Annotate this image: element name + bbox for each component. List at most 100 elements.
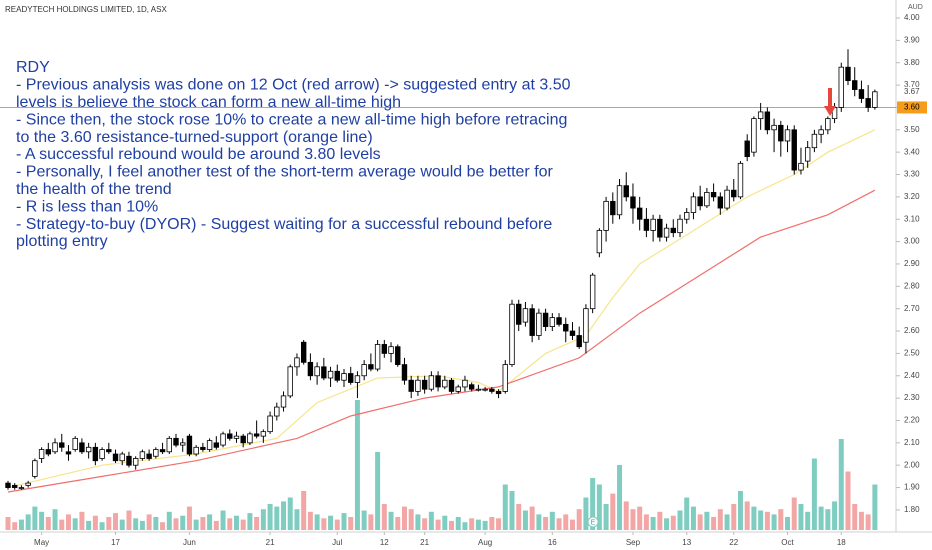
candle-body	[206, 440, 213, 450]
candle-body	[25, 482, 31, 486]
chart-title: READYTECH HOLDINGS LIMITED, 1D, ASX	[5, 5, 167, 14]
volume-bar	[240, 519, 246, 530]
y-tick-label: 3.50	[904, 125, 920, 134]
candle-body	[509, 303, 515, 365]
candle-body	[771, 124, 777, 131]
volume-bar	[563, 514, 569, 530]
candle-body	[630, 196, 636, 209]
volume-bar	[79, 511, 85, 530]
candle-body	[811, 133, 818, 149]
annotation-line: plotting entry	[16, 233, 108, 250]
candle-body	[415, 379, 421, 392]
volume-bar	[146, 514, 152, 530]
candle-body	[247, 433, 253, 444]
candle-body	[542, 312, 549, 327]
candle-body	[173, 437, 179, 446]
volume-bar	[227, 518, 233, 530]
volume-bar	[321, 518, 327, 530]
candle-body	[327, 370, 334, 379]
candle-body	[253, 433, 260, 437]
volume-bar	[180, 515, 186, 530]
candle-body	[166, 437, 172, 453]
volume-bar	[744, 501, 750, 530]
candle-body	[374, 344, 381, 370]
candle-body	[99, 449, 105, 459]
volume-bar	[341, 513, 347, 530]
volume-bar	[549, 511, 555, 530]
annotation-line: - Previous analysis was done on 12 Oct (…	[16, 77, 571, 94]
candle-body	[368, 364, 374, 370]
volume-bar	[301, 491, 307, 530]
volume-bar	[25, 514, 31, 530]
candle-body	[549, 317, 556, 327]
candle-body	[287, 366, 293, 397]
candle-body	[119, 453, 125, 462]
volume-bar	[771, 514, 777, 530]
candle-body	[616, 185, 623, 216]
candle-body	[92, 446, 99, 462]
candle-body	[381, 344, 388, 354]
annotation-line: - A successful rebound would be around 3…	[16, 146, 381, 163]
candle-body	[704, 192, 710, 207]
volume-bar	[522, 510, 528, 530]
candle-body	[576, 335, 582, 348]
candle-body	[401, 364, 408, 381]
candle-body	[643, 218, 650, 231]
x-tick-label: 12	[380, 538, 389, 547]
volume-bar	[281, 501, 287, 530]
volume-bar	[220, 510, 226, 530]
volume-bar	[113, 513, 119, 530]
volume-bar	[536, 514, 542, 530]
candle-body	[529, 308, 535, 336]
volume-bar	[516, 504, 522, 530]
candle-body	[314, 366, 320, 377]
candle-body	[348, 373, 354, 383]
candle-body	[79, 442, 85, 453]
candle-body	[475, 388, 482, 391]
volume-bar	[469, 518, 475, 530]
annotation: RDY- Previous analysis was done on 12 Oc…	[16, 59, 571, 250]
volume-bar	[307, 511, 313, 530]
volume-bar	[845, 471, 851, 530]
volume-bar	[657, 511, 663, 530]
candle-body	[697, 196, 703, 207]
candle-body	[341, 373, 347, 381]
volume-bar	[133, 518, 139, 530]
volume-bar	[5, 517, 11, 530]
volume-bar	[805, 511, 811, 530]
volume-bar	[32, 506, 38, 530]
volume-bar	[334, 519, 340, 530]
x-tick-label: 21	[266, 538, 275, 547]
volume-bar	[670, 515, 676, 530]
volume-bar	[502, 484, 508, 530]
volume-bar	[267, 504, 273, 530]
candle-body	[59, 442, 65, 448]
volume-bar	[375, 452, 381, 530]
volume-bar	[731, 504, 737, 530]
candle-body	[536, 312, 542, 336]
candle-body	[757, 111, 764, 120]
volume-bar	[758, 510, 764, 530]
y-tick-label: 2.80	[904, 281, 920, 290]
volume-bar	[18, 519, 24, 530]
volume-bar	[664, 518, 670, 530]
volume-bar	[422, 518, 428, 530]
volume-bar	[489, 517, 495, 530]
last-price-label: 3.67	[904, 87, 920, 96]
candle-body	[650, 218, 656, 231]
volume-bar	[166, 511, 172, 530]
candle-body	[596, 230, 603, 254]
candle-body	[556, 317, 562, 325]
candle-body	[663, 227, 670, 238]
y-tick-label: 2.50	[904, 349, 920, 358]
candle-body	[428, 375, 435, 390]
candle-body	[442, 379, 448, 388]
candle-body	[146, 453, 152, 459]
candle-body	[112, 453, 119, 462]
volume-bar	[650, 517, 656, 530]
volume-bar	[637, 506, 643, 530]
volume-bar	[12, 522, 18, 530]
x-tick-label: May	[34, 538, 49, 547]
candle-body	[388, 346, 394, 354]
candle-body	[489, 388, 495, 392]
